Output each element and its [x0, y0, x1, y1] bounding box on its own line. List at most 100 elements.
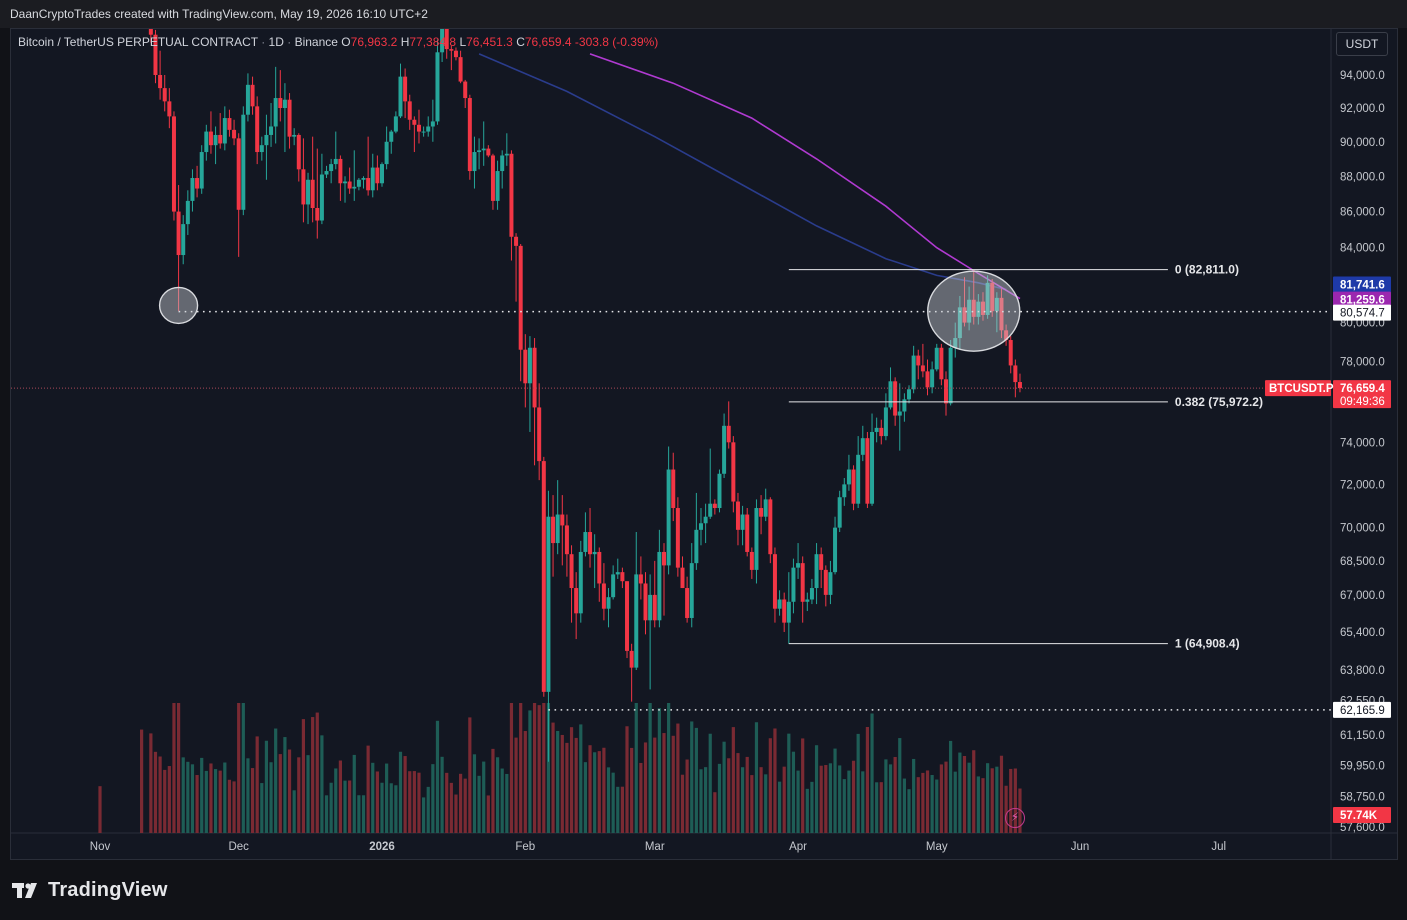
candle-body[interactable] — [412, 119, 417, 125]
candle-body[interactable] — [712, 503, 717, 509]
candle-body[interactable] — [754, 508, 759, 570]
candle-body[interactable] — [181, 224, 186, 256]
candle-body[interactable] — [578, 551, 583, 614]
symbol-name[interactable]: Bitcoin / TetherUS PERPETUAL CONTRACT — [18, 35, 258, 49]
candle-body[interactable] — [1008, 339, 1013, 366]
candle-body[interactable] — [814, 554, 819, 589]
candle-body[interactable] — [250, 84, 255, 107]
candle-body[interactable] — [495, 171, 500, 201]
candle-body[interactable] — [823, 569, 828, 595]
candle-body[interactable] — [472, 152, 477, 172]
price-tag-white[interactable] — [1333, 304, 1391, 321]
candle-body[interactable] — [879, 427, 884, 437]
candle-body[interactable] — [171, 116, 176, 212]
candle-body[interactable] — [398, 76, 403, 117]
candle-body[interactable] — [588, 532, 593, 555]
candle-body[interactable] — [625, 581, 630, 651]
candle-body[interactable] — [888, 381, 893, 408]
candle-body[interactable] — [296, 134, 301, 170]
candle-body[interactable] — [1004, 330, 1009, 340]
candle-body[interactable] — [306, 179, 311, 205]
candle-body[interactable] — [708, 503, 713, 517]
candle-body[interactable] — [971, 299, 976, 317]
candle-body[interactable] — [477, 150, 482, 153]
interval-label[interactable]: 1D — [268, 35, 284, 49]
candle-body[interactable] — [564, 525, 569, 555]
candle-body[interactable] — [634, 574, 639, 668]
candle-body[interactable] — [786, 601, 791, 623]
candle-body[interactable] — [153, 34, 158, 75]
candle-body[interactable] — [352, 186, 357, 189]
candle-body[interactable] — [403, 76, 408, 102]
candle-body[interactable] — [208, 131, 213, 146]
price-tag-blue[interactable] — [1333, 276, 1391, 293]
candle-body[interactable] — [666, 469, 671, 566]
candle-body[interactable] — [976, 301, 981, 317]
candle-body[interactable] — [638, 574, 643, 584]
candle-body[interactable] — [440, 28, 445, 53]
candle-body[interactable] — [999, 297, 1004, 331]
candle-body[interactable] — [694, 529, 699, 564]
price-tag-red[interactable] — [1333, 380, 1391, 409]
candle-body[interactable] — [444, 28, 449, 50]
candle-body[interactable] — [606, 597, 611, 609]
candle-body[interactable] — [828, 572, 833, 595]
candle-body[interactable] — [407, 101, 412, 120]
candle-body[interactable] — [458, 57, 463, 82]
candle-body[interactable] — [218, 134, 223, 144]
candle-body[interactable] — [948, 347, 953, 404]
candle-body[interactable] — [703, 516, 708, 524]
candle-body[interactable] — [555, 514, 560, 544]
candle-body[interactable] — [597, 551, 602, 584]
candle-body[interactable] — [241, 114, 246, 210]
candle-body[interactable] — [416, 124, 421, 132]
candle-body[interactable] — [643, 583, 648, 621]
candle-body[interactable] — [541, 461, 546, 692]
candle-body[interactable] — [319, 174, 324, 221]
candle-body[interactable] — [791, 567, 796, 602]
candle-body[interactable] — [509, 153, 514, 237]
candle-body[interactable] — [745, 514, 750, 552]
candle-body[interactable] — [264, 134, 269, 146]
candle-body[interactable] — [273, 98, 278, 127]
candle-body[interactable] — [994, 297, 999, 312]
candle-body[interactable] — [611, 574, 616, 598]
candle-body[interactable] — [934, 347, 939, 370]
candle-body[interactable] — [204, 131, 209, 153]
candle-body[interactable] — [380, 164, 384, 184]
candle-body[interactable] — [740, 514, 745, 530]
candle-body[interactable] — [560, 514, 565, 526]
candle-body[interactable] — [430, 121, 435, 127]
candle-body[interactable] — [601, 583, 606, 609]
tradingview-brand[interactable]: TradingView — [12, 878, 168, 902]
candle-body[interactable] — [1017, 382, 1022, 389]
price-tag-white[interactable] — [1333, 701, 1391, 718]
candle-body[interactable] — [435, 52, 440, 122]
candle-body[interactable] — [939, 347, 944, 380]
candle-body[interactable] — [490, 155, 495, 201]
candle-body[interactable] — [717, 473, 722, 509]
candle-body[interactable] — [925, 371, 930, 388]
candle-body[interactable] — [583, 532, 588, 552]
candle-body[interactable] — [652, 594, 657, 621]
candle-body[interactable] — [957, 307, 962, 339]
candle-body[interactable] — [421, 131, 426, 133]
candle-body[interactable] — [315, 208, 320, 221]
candle-body[interactable] — [662, 551, 666, 566]
candle-body[interactable] — [255, 106, 260, 153]
candle-body[interactable] — [185, 200, 190, 225]
candle-body[interactable] — [190, 178, 195, 201]
candle-body[interactable] — [347, 181, 352, 189]
candle-body[interactable] — [657, 551, 662, 621]
candle-body[interactable] — [569, 554, 574, 589]
candle-body[interactable] — [389, 131, 394, 142]
candle-body[interactable] — [689, 563, 694, 618]
candle-body[interactable] — [222, 118, 227, 144]
candle-body[interactable] — [338, 158, 343, 184]
candle-body[interactable] — [865, 438, 870, 504]
candle-body[interactable] — [777, 599, 782, 609]
candle-body[interactable] — [851, 469, 856, 504]
candle-body[interactable] — [615, 572, 620, 575]
candle-body[interactable] — [870, 431, 875, 504]
